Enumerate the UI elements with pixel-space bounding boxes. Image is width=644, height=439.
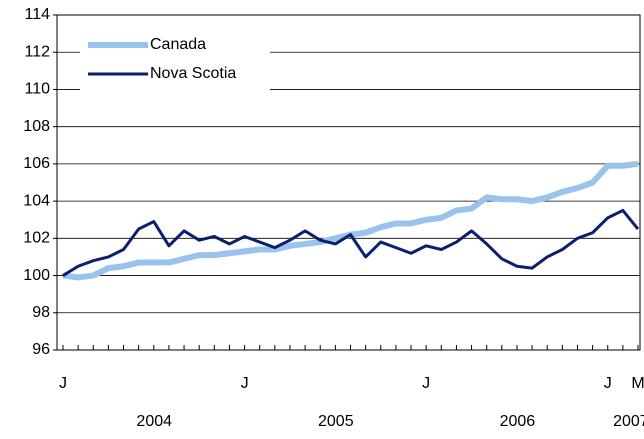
y-tick-label: 102: [23, 230, 50, 247]
x-tick-label: J: [604, 375, 612, 392]
y-tick-label: 114: [24, 6, 50, 23]
x-group-label: 2007: [613, 413, 644, 430]
y-tick-label: 96: [32, 341, 50, 358]
x-tick-label: J: [422, 375, 430, 392]
y-tick-label: 110: [24, 81, 50, 98]
line-series: [62, 160, 639, 281]
x-tick-label: M: [631, 375, 644, 392]
legend-label: Canada: [150, 36, 206, 53]
x-group-label: 2006: [500, 413, 536, 430]
y-tick-label: 112: [24, 43, 50, 60]
y-tick-label: 104: [23, 192, 50, 209]
plot-frame: [56, 14, 641, 351]
x-tick-label: J: [59, 375, 67, 392]
y-tick-label: 106: [23, 155, 50, 172]
x-group-label: 2005: [318, 413, 354, 430]
x-tick-label: J: [241, 375, 249, 392]
y-tick-label: 98: [32, 304, 50, 321]
legend-label: Nova Scotia: [150, 65, 236, 82]
y-tick-label: 100: [23, 267, 50, 284]
legend-box: [80, 30, 270, 90]
x-group-label: 2004: [136, 413, 172, 430]
y-tick-label: 108: [23, 118, 50, 135]
line-series: [62, 208, 640, 277]
